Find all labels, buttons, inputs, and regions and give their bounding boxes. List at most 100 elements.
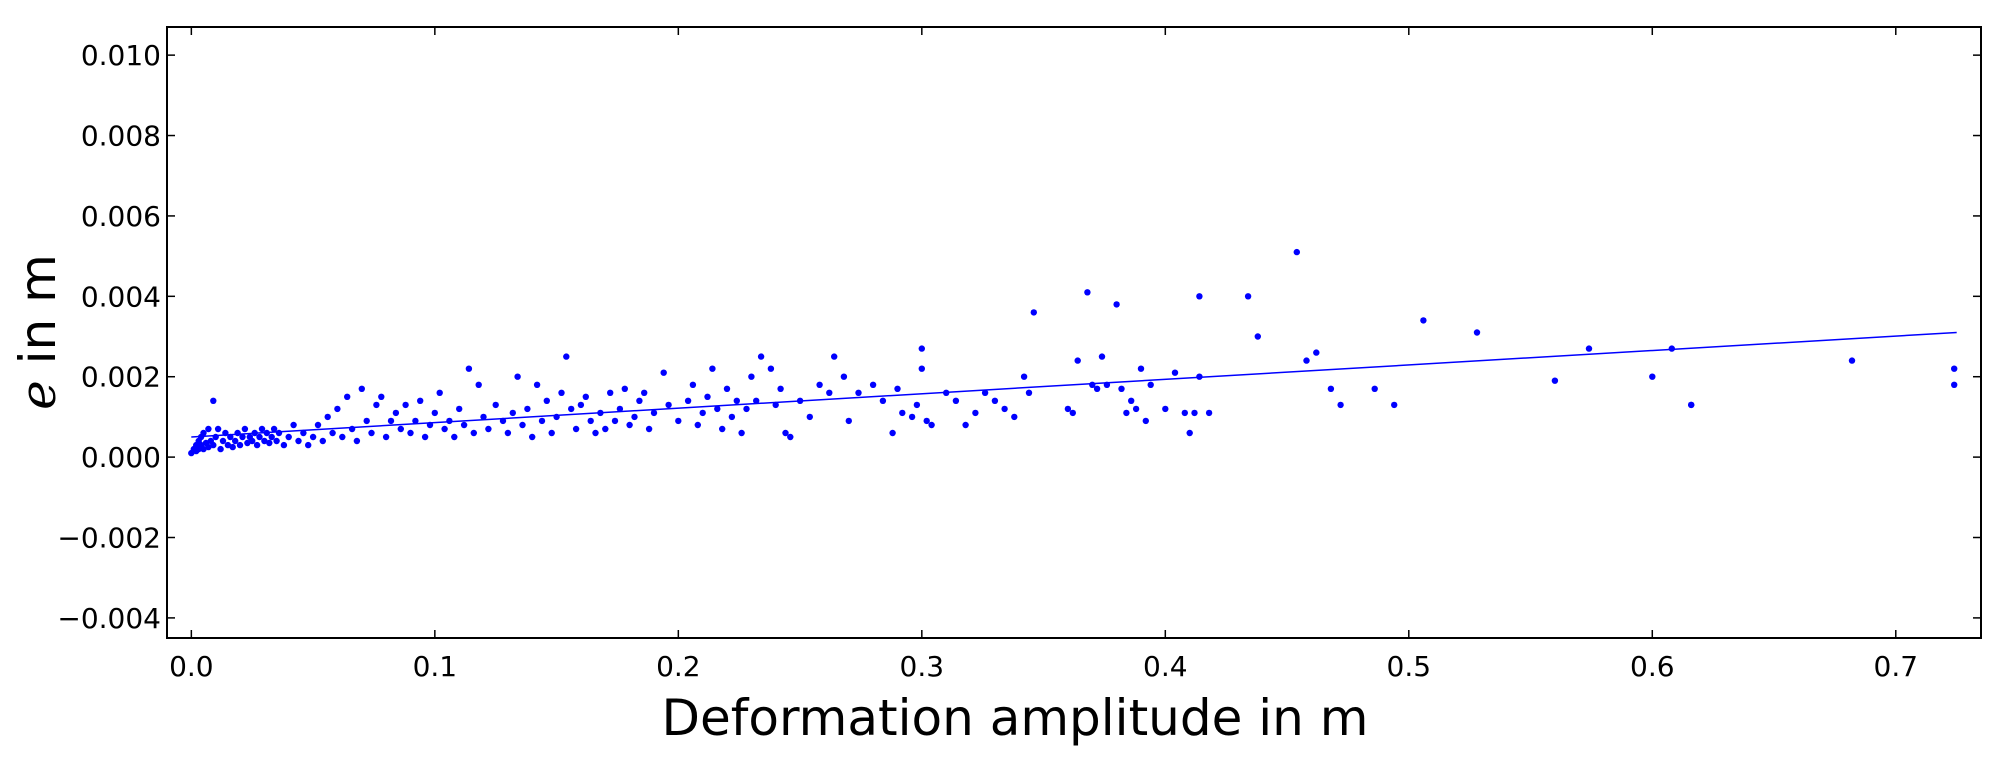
scatter-point — [200, 445, 207, 453]
scatter-point — [816, 381, 823, 388]
scatter-point — [1142, 417, 1150, 425]
y-axis-unit: in m — [9, 254, 67, 380]
scatter-point — [378, 393, 385, 400]
scatter-point — [456, 405, 463, 413]
scatter-point — [319, 437, 326, 445]
scatter-point — [616, 405, 624, 413]
scatter-point — [709, 365, 716, 372]
scatter-point — [563, 353, 570, 360]
scatter-point — [290, 421, 297, 429]
scatter-point — [1473, 329, 1481, 336]
scatter-point — [918, 345, 925, 352]
scatter-point — [529, 433, 536, 441]
scatter-point — [899, 409, 906, 417]
x-tick-label: 0.3 — [900, 650, 945, 683]
scatter-point — [1391, 401, 1398, 409]
scatter-point — [387, 417, 395, 425]
scatter-point — [205, 425, 212, 433]
scatter-point — [1196, 293, 1203, 300]
scatter-point — [329, 429, 336, 437]
scatter-point — [972, 409, 979, 417]
scatter-point — [431, 409, 438, 417]
scatter-point — [845, 417, 852, 425]
fit-line — [191, 331, 1957, 438]
scatter-point — [524, 405, 531, 413]
scatter-point — [417, 397, 424, 404]
scatter-point — [1069, 409, 1077, 417]
scatter-point — [253, 441, 261, 449]
scatter-point — [504, 429, 512, 437]
y-tick-label: 0.008 — [81, 120, 161, 153]
scatter-point — [205, 443, 212, 451]
scatter-point — [743, 405, 750, 413]
scatter-point — [665, 401, 672, 409]
scatter-point — [436, 389, 443, 396]
scatter-point — [382, 433, 390, 441]
scatter-point — [1025, 389, 1033, 396]
scatter-point — [981, 389, 989, 396]
scatter-point — [714, 405, 721, 413]
x-tick-label: 0.7 — [1874, 650, 1919, 683]
scatter-point — [407, 429, 414, 437]
scatter-point — [1132, 405, 1140, 413]
scatter-point — [509, 409, 516, 417]
scatter-point — [1128, 397, 1135, 404]
scatter-point — [460, 421, 468, 429]
scatter-point — [1093, 385, 1101, 392]
scatter-point — [787, 433, 794, 441]
scatter-point — [704, 393, 711, 400]
scatter-point — [723, 385, 731, 392]
scatter-point — [492, 401, 499, 409]
scatter-point — [991, 397, 999, 404]
scatter-point — [258, 425, 266, 433]
scatter-point — [572, 425, 580, 433]
scatter-point — [1337, 401, 1344, 409]
scatter-point — [1147, 381, 1154, 388]
scatter-point — [767, 365, 775, 372]
scatter-point — [923, 417, 930, 425]
scatter-point — [675, 417, 682, 425]
scatter-point — [402, 401, 409, 409]
scatter-point — [1064, 405, 1072, 413]
scatter-point — [611, 417, 619, 425]
scatter-point — [368, 429, 375, 437]
scatter-point — [1001, 405, 1008, 413]
scatter-point — [621, 385, 628, 392]
scatter-point — [273, 437, 280, 445]
scatter-point — [397, 425, 404, 433]
scatter-point — [210, 441, 217, 449]
scatter-point — [1848, 357, 1856, 364]
scatter-point — [1162, 405, 1169, 413]
scatter-point — [232, 437, 239, 445]
scatter-point — [1186, 429, 1193, 437]
scatter-point — [358, 385, 365, 392]
scatter-point — [1585, 345, 1593, 352]
scatter-point — [1171, 369, 1179, 376]
y-tick-label: 0.010 — [81, 39, 161, 72]
scatter-point — [753, 397, 760, 404]
scatter-point — [831, 353, 838, 360]
scatter-point — [582, 393, 589, 400]
scatter-point — [1137, 365, 1145, 372]
scatter-point — [543, 397, 550, 404]
scatter-point — [587, 417, 594, 425]
scatter-point — [650, 409, 658, 417]
scatter-point — [894, 385, 901, 392]
scatter-point — [421, 433, 429, 441]
scatter-point — [465, 365, 473, 372]
scatter-point — [309, 433, 317, 441]
scatter-point — [217, 445, 224, 453]
scatter-point — [1649, 373, 1656, 380]
scatter-point — [782, 429, 789, 437]
scatter-point — [777, 385, 784, 392]
scatter-point — [689, 381, 697, 388]
y-tick-label: 0.000 — [81, 441, 161, 474]
scatter-point — [214, 425, 222, 433]
scatter-point — [339, 433, 346, 441]
scatter-point — [1951, 365, 1958, 372]
scatter-point — [1020, 373, 1028, 380]
scatter-point — [728, 413, 736, 421]
y-axis-symbol: e — [9, 380, 67, 410]
scatter-point — [295, 437, 302, 445]
